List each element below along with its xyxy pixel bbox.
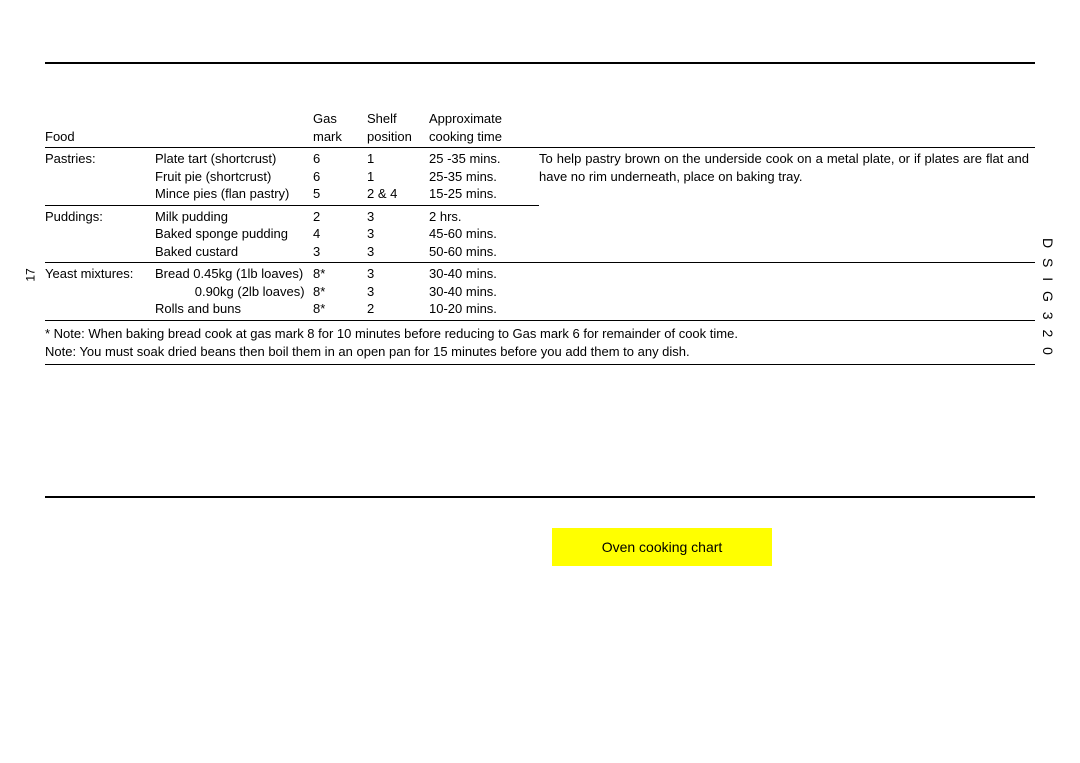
item-cell: Plate tart (shortcrust) bbox=[155, 148, 313, 168]
shelf-cell: 3 bbox=[367, 205, 429, 225]
header-food bbox=[45, 110, 155, 128]
note-cell bbox=[539, 263, 1035, 283]
note-cell bbox=[539, 243, 1035, 263]
shelf-cell: 2 bbox=[367, 300, 429, 320]
time-cell: 30-40 mins. bbox=[429, 263, 539, 283]
gas-cell: 8* bbox=[313, 300, 367, 320]
header-note bbox=[539, 110, 1035, 128]
note-cell bbox=[539, 300, 1035, 320]
item-cell: Mince pies (flan pastry) bbox=[155, 185, 313, 203]
group-label bbox=[45, 225, 155, 243]
shelf-cell: 3 bbox=[367, 263, 429, 283]
gas-cell: 5 bbox=[313, 185, 367, 203]
time-cell: 15-25 mins. bbox=[429, 185, 539, 203]
time-cell: 25-35 mins. bbox=[429, 168, 539, 186]
header-time: Approximate bbox=[429, 110, 539, 128]
group-label bbox=[45, 300, 155, 320]
header-gas: Gas bbox=[313, 110, 367, 128]
group-label bbox=[45, 243, 155, 263]
item-cell: Baked custard bbox=[155, 243, 313, 263]
group-label bbox=[45, 168, 155, 186]
gas-cell: 8* bbox=[313, 283, 367, 301]
footnote-line: * Note: When baking bread cook at gas ma… bbox=[45, 325, 1035, 343]
oven-cooking-chart-label: Oven cooking chart bbox=[552, 528, 772, 566]
gas-cell: 2 bbox=[313, 205, 367, 225]
time-cell: 2 hrs. bbox=[429, 205, 539, 225]
gas-cell: 8* bbox=[313, 263, 367, 283]
time-cell: 25 -35 mins. bbox=[429, 148, 539, 168]
gas-cell: 6 bbox=[313, 148, 367, 168]
item-cell: 0.90kg (2lb loaves) bbox=[155, 283, 313, 301]
table: GasShelfApproximateFoodmarkpositioncooki… bbox=[45, 110, 1035, 321]
note-cell bbox=[539, 283, 1035, 301]
group-label: Puddings: bbox=[45, 205, 155, 225]
gas-cell: 6 bbox=[313, 168, 367, 186]
note-cell: To help pastry brown on the underside co… bbox=[539, 148, 1035, 206]
chart-label-text: Oven cooking chart bbox=[602, 539, 723, 555]
group-label bbox=[45, 185, 155, 203]
time-cell: 10-20 mins. bbox=[429, 300, 539, 320]
gas-cell: 4 bbox=[313, 225, 367, 243]
shelf-cell: 2 & 4 bbox=[367, 185, 429, 203]
shelf-cell: 3 bbox=[367, 225, 429, 243]
item-cell: Baked sponge pudding bbox=[155, 225, 313, 243]
time-cell: 45-60 mins. bbox=[429, 225, 539, 243]
note-cell bbox=[539, 205, 1035, 225]
note-cell bbox=[539, 225, 1035, 243]
shelf-cell: 3 bbox=[367, 243, 429, 263]
header-food2: Food bbox=[45, 128, 155, 148]
item-cell: Fruit pie (shortcrust) bbox=[155, 168, 313, 186]
footnotes: * Note: When baking bread cook at gas ma… bbox=[45, 321, 1035, 365]
time-cell: 30-40 mins. bbox=[429, 283, 539, 301]
cooking-chart-table: GasShelfApproximateFoodmarkpositioncooki… bbox=[45, 110, 1035, 365]
group-label: Yeast mixtures: bbox=[45, 263, 155, 283]
gas-cell: 3 bbox=[313, 243, 367, 263]
page-top-rule bbox=[45, 62, 1035, 64]
footnote-line: Note: You must soak dried beans then boi… bbox=[45, 343, 1035, 361]
model-label: D S I G 3 2 0 bbox=[1040, 238, 1056, 358]
header-shelf: Shelf bbox=[367, 110, 429, 128]
group-label: Pastries: bbox=[45, 148, 155, 168]
item-cell: Milk pudding bbox=[155, 205, 313, 225]
page-bottom-rule bbox=[45, 496, 1035, 498]
page-number: 17 bbox=[24, 268, 38, 281]
time-cell: 50-60 mins. bbox=[429, 243, 539, 263]
group-label bbox=[45, 283, 155, 301]
shelf-cell: 1 bbox=[367, 168, 429, 186]
item-cell: Rolls and buns bbox=[155, 300, 313, 320]
shelf-cell: 1 bbox=[367, 148, 429, 168]
shelf-cell: 3 bbox=[367, 283, 429, 301]
item-cell: Bread 0.45kg (1lb loaves) bbox=[155, 263, 313, 283]
header-item bbox=[155, 110, 313, 128]
